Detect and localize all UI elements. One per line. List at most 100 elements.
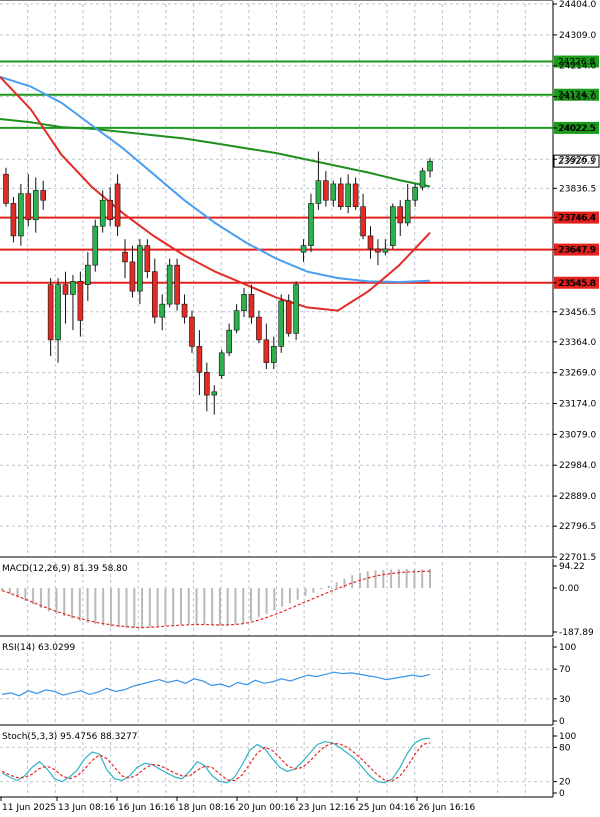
candle-bullish xyxy=(270,346,277,363)
rsi-panel: RSI(14) 63.0299 100 70 30 0 xyxy=(0,643,576,727)
candle-bullish xyxy=(427,160,433,172)
candle-bearish xyxy=(144,245,151,272)
ma-blue-line xyxy=(0,75,431,284)
candle-bullish xyxy=(55,284,61,341)
candle-bullish xyxy=(137,245,143,292)
price-tick-label: 23364.0 xyxy=(559,338,596,348)
level-tag xyxy=(554,276,599,289)
rsi-tick-label: 100 xyxy=(559,643,576,653)
candle-bullish xyxy=(300,245,307,253)
candle-bullish xyxy=(92,225,99,266)
candle-bearish xyxy=(397,206,404,224)
candle-bearish xyxy=(337,183,344,207)
candle-bearish xyxy=(360,206,366,237)
candle-bearish xyxy=(174,264,180,305)
candle-bullish xyxy=(345,183,351,207)
time-tick-label: 16 Jun 16:16 xyxy=(118,803,175,813)
current-price-label: 23920.3 xyxy=(558,157,595,167)
price-tick-label: 23746.4 xyxy=(559,214,596,224)
candle-bullish xyxy=(390,206,396,246)
stoch-label: Stoch(5,3,3) 95.4756 88.3277 xyxy=(2,732,137,742)
rsi-line xyxy=(1,671,431,697)
candle-bearish xyxy=(248,294,255,318)
candle-bearish xyxy=(151,271,158,318)
level-tag xyxy=(554,88,599,101)
candle-bullish xyxy=(419,170,426,188)
price-tick-label: 24214.0 xyxy=(559,62,596,72)
price-tick-label: 23647.9 xyxy=(559,246,596,256)
price-axis: 24404.0 24309.0 24214.0 24119.0 24022.5 23926… xyxy=(553,0,596,563)
candle-bearish xyxy=(367,235,374,250)
candle-bullish xyxy=(233,310,240,331)
candle-bullish xyxy=(218,352,225,376)
level-tag xyxy=(554,121,599,134)
price-tick-label: 22796.5 xyxy=(559,522,596,532)
candle-bearish xyxy=(62,284,69,295)
candle-bearish xyxy=(122,251,128,263)
price-tick-label: 23269.0 xyxy=(559,369,596,379)
candle-bullish xyxy=(85,264,91,285)
price-tick-label: 22889.0 xyxy=(559,492,596,502)
macd-tick-label: 0.00 xyxy=(559,584,579,594)
candle-bearish xyxy=(77,281,84,321)
level-tag xyxy=(554,211,599,224)
candle-bullish xyxy=(412,186,418,201)
price-tick-label: 24404.0 xyxy=(559,0,596,10)
candle-bullish xyxy=(159,303,166,318)
candle-bearish xyxy=(263,339,270,363)
time-axis: 11 Jun 2025 13 Jun 08:16 16 Jun 16:16 18 Ju… xyxy=(0,797,475,813)
level-tag xyxy=(554,243,599,256)
candle-bullish xyxy=(166,264,173,305)
rsi-tick-label: 70 xyxy=(559,665,571,675)
candle-bearish xyxy=(189,316,195,347)
candle-bullish xyxy=(293,284,299,334)
candle-bullish xyxy=(211,391,218,396)
time-tick-label: 23 Jun 12:16 xyxy=(298,803,355,813)
candle-bullish xyxy=(278,300,285,347)
candle-bearish xyxy=(181,303,188,318)
stoch-signal-line xyxy=(1,742,431,782)
candle-bearish xyxy=(196,346,203,373)
candle-bearish xyxy=(114,183,121,227)
stoch-tick-label: 0 xyxy=(559,789,565,799)
candle-bearish xyxy=(256,316,262,341)
price-tick-label: 23079.0 xyxy=(559,430,596,440)
time-tick-label: 11 Jun 2025 xyxy=(2,803,56,813)
macd-tick-label: 94.22 xyxy=(559,562,585,572)
macd-tick-label: -187.89 xyxy=(559,628,594,638)
candle-bullish xyxy=(226,329,232,354)
candle-bullish xyxy=(70,281,76,295)
candle-bearish xyxy=(323,180,329,201)
rsi-tick-label: 30 xyxy=(559,695,571,705)
candle-bullish xyxy=(241,294,247,311)
stoch-main-line xyxy=(1,737,431,784)
time-tick-label: 13 Jun 08:16 xyxy=(58,803,115,813)
price-tick-label: 23545.8 xyxy=(559,279,596,289)
stoch-tick-label: 20 xyxy=(559,778,571,788)
level-tag-label: 24124.7 xyxy=(558,91,595,101)
level-tag-label: 24022.5 xyxy=(558,124,595,134)
candle-bearish xyxy=(204,372,210,396)
candle-bullish xyxy=(404,199,411,224)
rsi-label: RSI(14) 63.0299 xyxy=(2,643,75,653)
candle-bearish xyxy=(375,248,381,253)
ma-green-line xyxy=(0,118,431,188)
candle-bearish xyxy=(107,199,113,220)
candle-bearish xyxy=(25,193,32,220)
candle-bullish xyxy=(330,183,337,201)
moving-averages xyxy=(0,75,431,312)
time-tick-label: 26 Jun 16:16 xyxy=(418,803,475,813)
macd-signal-line xyxy=(1,570,431,629)
current-price-tag xyxy=(553,154,600,168)
time-tick-label: 25 Jun 04:16 xyxy=(358,803,415,813)
level-tag xyxy=(554,55,599,68)
price-tick-label: 24309.0 xyxy=(559,31,596,41)
rsi-tick-label: 0 xyxy=(559,717,565,727)
candle-bearish xyxy=(3,173,9,204)
price-tick-label: 23926.0 xyxy=(559,155,596,165)
level-tag-label: 23746.4 xyxy=(558,214,595,224)
price-tick-label: 23456.5 xyxy=(559,308,596,318)
level-tag-label: 23647.9 xyxy=(558,246,595,256)
